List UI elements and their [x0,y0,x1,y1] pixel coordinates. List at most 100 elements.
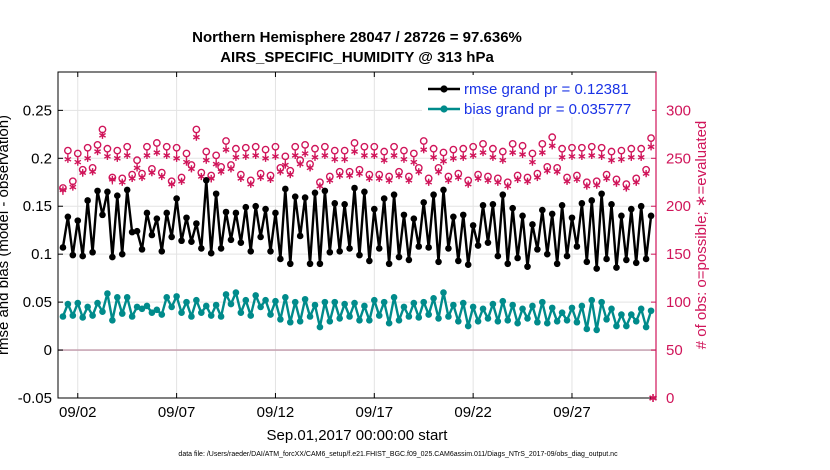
asterisk-stroke [108,176,116,182]
obs-evaluated-point [89,168,97,176]
obs-evaluated-point [553,168,561,176]
bias-point [99,308,106,316]
obs-evaluated-point [197,172,205,181]
rmse-point [464,261,472,269]
legend-rmse-marker [440,85,448,93]
rmse-point [341,201,348,208]
rmse-point [207,249,215,257]
rmse-point [282,185,289,193]
obs-evaluated-point [252,151,260,160]
bias-point [405,313,413,320]
bias-point [282,294,289,301]
bias-point [326,317,334,325]
rmse-point [494,252,502,260]
obs-evaluated-point [173,154,181,162]
asterisk-stroke [306,165,314,171]
asterisk-stroke [79,170,87,176]
bias-point [356,317,363,324]
rmse-point [529,221,536,228]
bias-point [534,318,541,326]
bias-point [74,299,82,307]
bias-point [237,309,245,316]
bias-point [207,312,215,319]
rmse-point [593,265,600,272]
asterisk-stroke [98,132,106,138]
obs-evaluated-point [321,151,329,160]
obs-evaluated-point [118,178,126,186]
bias-point [262,296,269,304]
bias-point [158,311,166,318]
rmse-point [316,260,324,268]
bias-point [539,298,546,306]
rmse-point [539,206,546,214]
obs-evaluated-point [469,151,477,160]
rmse-point [366,257,373,265]
obs-evaluated-point [103,152,111,160]
rmse-point [356,251,363,259]
bias-point [390,294,398,301]
right-y-tick-label: 50 [666,342,683,359]
bias-point [267,311,274,318]
bias-point [509,301,516,309]
obs-evaluated-point [538,148,546,157]
asterisk-stroke [395,173,403,178]
bias-point [583,325,591,333]
bias-point [351,299,358,307]
obs-evaluated-point [425,178,433,186]
rmse-point [405,256,413,264]
obs-evaluated-point [395,171,403,180]
obs-evaluated-point [484,176,492,184]
asterisk-stroke [326,177,334,183]
rmse-point [64,213,72,221]
obs-evaluated-point [296,160,304,168]
rmse-point [306,260,314,268]
x-tick-label: 09/17 [356,404,394,421]
bias-point [464,322,472,330]
rmse-point [59,244,67,251]
bias-point [366,317,373,324]
rmse-point [148,231,156,239]
bias-point [440,289,447,296]
bias-point [420,298,428,306]
x-tick-label: 09/22 [454,404,492,421]
obs-evaluated-point [588,151,596,160]
rmse-point [188,238,195,246]
asterisk-stroke [311,154,319,160]
bias-point [623,322,630,330]
bias-point [59,313,67,320]
bias-point [637,305,645,313]
asterisk-stroke [385,177,393,183]
rmse-point [583,258,591,266]
obs-evaluated-point [558,153,566,161]
bias-point [257,303,264,311]
obs-evaluated-point [627,153,635,161]
bias-point [346,313,353,320]
asterisk-stroke [617,156,625,162]
right-y-axis-label: # of obs: o=possible; ∗=evaluated [693,121,710,350]
left-y-tick-label: 0.2 [31,150,52,167]
asterisk-stroke [504,183,512,189]
obs-evaluated-point [69,183,77,191]
asterisk-stroke [484,177,492,183]
asterisk-stroke [444,177,452,183]
obs-evaluated-point [410,158,418,166]
obs-evaluated-point [133,164,141,172]
rmse-point [647,212,655,220]
bias-point [494,317,502,325]
rmse-point [212,190,220,198]
obs-evaluated-point [84,154,92,162]
bias-point [133,303,141,311]
rmse-point [390,191,398,199]
bias-point [519,305,526,313]
obs-evaluated-point [257,173,265,182]
obs-evaluated-point [444,176,452,184]
rmse-point [627,205,635,213]
bias-point [632,317,640,325]
rmse-point [385,260,393,268]
asterisk-stroke [598,153,606,159]
obs-evaluated-point [192,133,200,141]
right-y-tick-label: 150 [666,246,691,263]
bias-point [89,312,96,319]
obs-evaluated-point [98,131,106,139]
